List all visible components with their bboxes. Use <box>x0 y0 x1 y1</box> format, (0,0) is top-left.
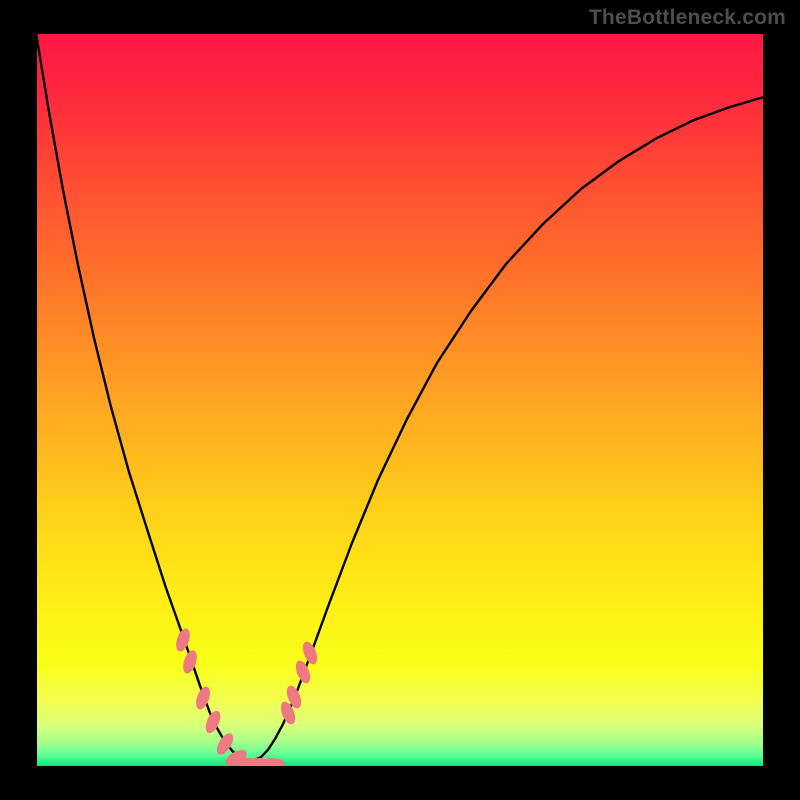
chart-stage: TheBottleneck.com <box>0 0 800 800</box>
watermark-text: TheBottleneck.com <box>589 6 786 30</box>
chart-svg <box>0 0 800 800</box>
plot-background <box>36 33 764 767</box>
